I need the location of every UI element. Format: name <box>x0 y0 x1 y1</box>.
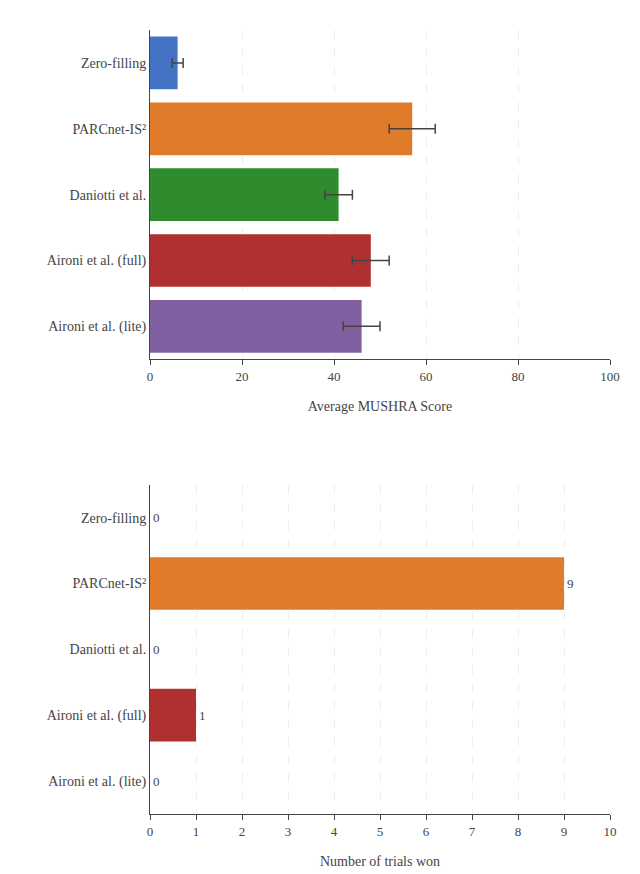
svg-text:PARCnet-IS²: PARCnet-IS² <box>72 122 146 137</box>
svg-text:Number of trials won: Number of trials won <box>320 854 440 869</box>
svg-text:60: 60 <box>420 369 433 384</box>
svg-text:5: 5 <box>377 824 384 839</box>
svg-text:8: 8 <box>515 824 522 839</box>
svg-text:0: 0 <box>147 824 154 839</box>
svg-text:80: 80 <box>512 369 525 384</box>
svg-text:3: 3 <box>285 824 292 839</box>
svg-text:Aironi et al. (lite): Aironi et al. (lite) <box>48 774 146 790</box>
svg-text:Average MUSHRA Score: Average MUSHRA Score <box>308 399 452 414</box>
svg-text:20: 20 <box>236 369 249 384</box>
svg-text:Aironi et al. (full): Aironi et al. (full) <box>47 708 147 724</box>
svg-text:1: 1 <box>193 824 200 839</box>
svg-text:Aironi et al. (full): Aironi et al. (full) <box>47 253 147 269</box>
svg-text:9: 9 <box>567 576 574 591</box>
svg-text:100: 100 <box>600 369 620 384</box>
svg-text:0: 0 <box>153 510 160 525</box>
svg-text:6: 6 <box>423 824 430 839</box>
svg-text:Daniotti et al.: Daniotti et al. <box>70 642 147 657</box>
svg-text:PARCnet-IS²: PARCnet-IS² <box>72 576 146 591</box>
svg-text:1: 1 <box>199 708 206 723</box>
svg-text:Zero-filling: Zero-filling <box>81 56 146 71</box>
svg-text:0: 0 <box>153 774 160 789</box>
svg-text:0: 0 <box>153 642 160 657</box>
svg-text:7: 7 <box>469 824 476 839</box>
svg-text:Daniotti et al.: Daniotti et al. <box>70 188 147 203</box>
svg-text:10: 10 <box>604 824 617 839</box>
svg-text:9: 9 <box>561 824 568 839</box>
svg-text:2: 2 <box>239 824 246 839</box>
svg-text:4: 4 <box>331 824 338 839</box>
svg-text:40: 40 <box>328 369 341 384</box>
svg-text:0: 0 <box>147 369 154 384</box>
svg-text:Aironi et al. (lite): Aironi et al. (lite) <box>48 319 146 335</box>
svg-text:Zero-filling: Zero-filling <box>81 511 146 526</box>
